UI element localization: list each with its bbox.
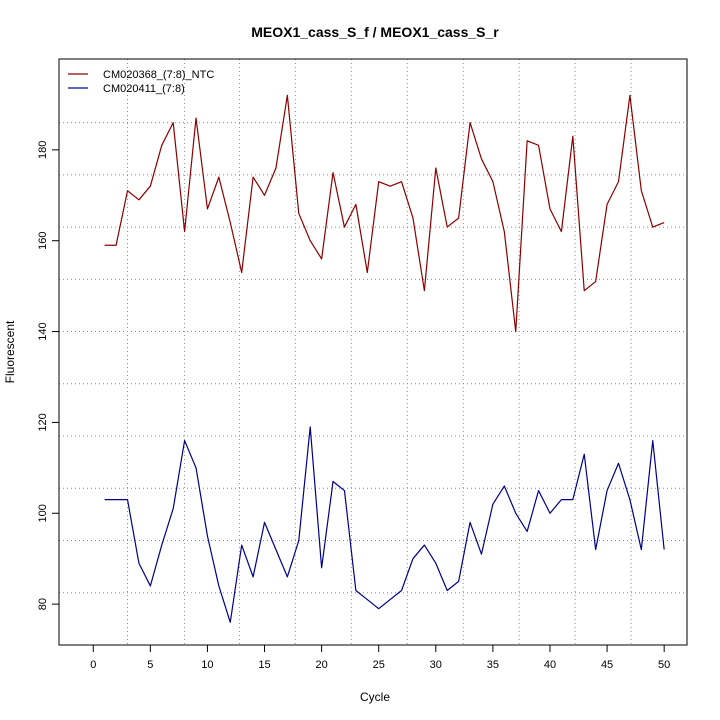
y-axis-label: Fluorescent (3, 320, 17, 383)
x-axis-label: Cycle (360, 690, 390, 704)
y-tick-label: 160 (37, 232, 49, 250)
series-line-1 (104, 94, 665, 333)
x-axis: 0 5 10 15 20 25 30 35 40 45 50 (90, 644, 670, 671)
plot-frame (58, 58, 688, 646)
grid (59, 59, 687, 645)
series-line-2 (104, 426, 665, 623)
y-tick-label: 120 (37, 413, 49, 431)
x-tick-label: 45 (601, 659, 613, 671)
x-tick-label: 5 (147, 659, 153, 671)
x-tick-label: 25 (373, 659, 385, 671)
x-tick-label: 0 (90, 659, 96, 671)
x-tick-label: 20 (315, 659, 327, 671)
chart-title: MEOX1_cass_S_f / MEOX1_cass_S_r (251, 24, 499, 40)
x-tick-label: 15 (258, 659, 270, 671)
y-tick-label: 100 (37, 504, 49, 522)
legend-label-1: CM020368_(7:8)_NTC (103, 69, 214, 81)
series-group (104, 94, 665, 623)
x-tick-label: 30 (430, 659, 442, 671)
y-tick-label: 80 (37, 598, 49, 610)
x-tick-label: 10 (201, 659, 213, 671)
x-tick-label: 50 (658, 659, 670, 671)
legend: CM020368_(7:8)_NTC CM020411_(7:8) (68, 69, 214, 95)
y-tick-label: 180 (37, 141, 49, 159)
y-tick-label: 140 (37, 322, 49, 340)
y-axis: 80 100 120 140 160 180 (37, 141, 60, 610)
x-tick-label: 40 (544, 659, 556, 671)
x-tick-label: 35 (487, 659, 499, 671)
legend-label-2: CM020411_(7:8) (103, 83, 185, 95)
